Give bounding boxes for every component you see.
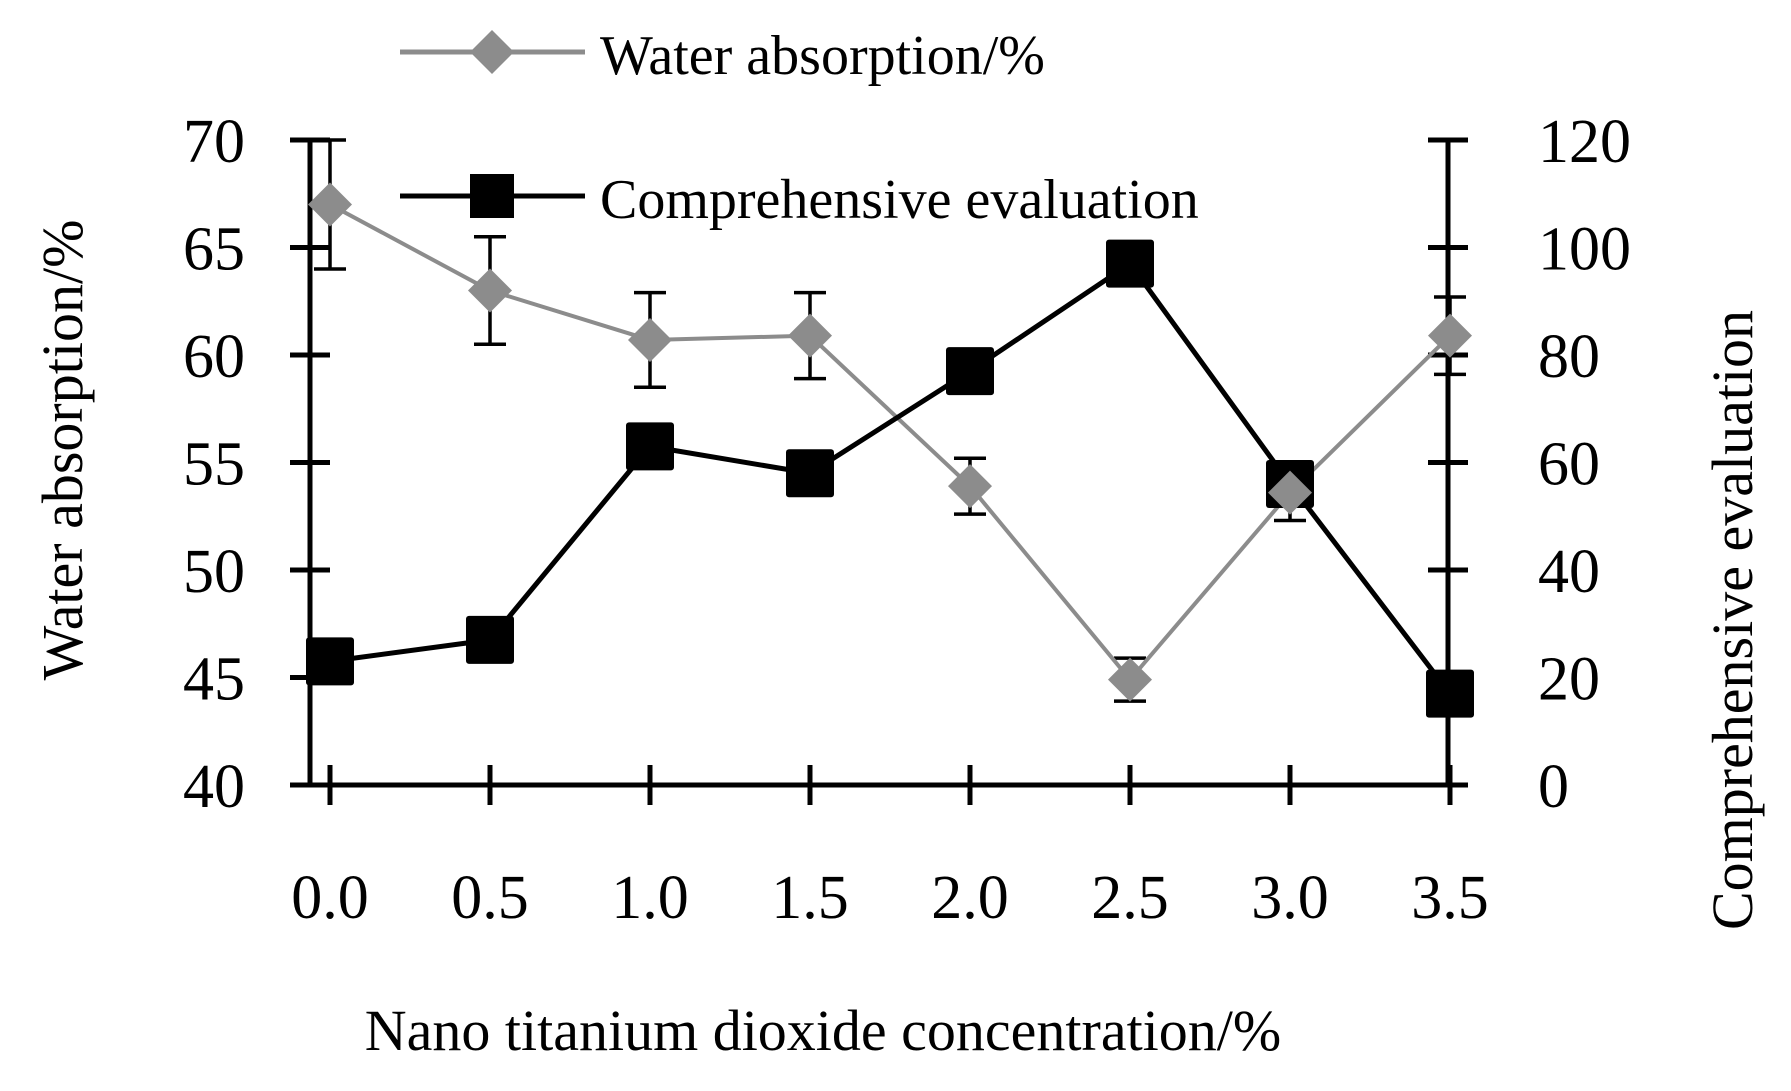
water-point (1268, 470, 1312, 515)
legend-comprehensive-label: Comprehensive evaluation (600, 169, 1199, 231)
left-axis-tick-label: 55 (183, 431, 245, 499)
x-axis-title: Nano titanium dioxide concentration/% (365, 998, 1281, 1063)
x-axis-tick-label: 3.0 (1251, 864, 1329, 932)
water-point (308, 182, 352, 227)
x-axis-tick-label: 3.5 (1411, 864, 1489, 932)
comprehensive-point (626, 422, 674, 471)
right-axis-tick-label: 100 (1538, 216, 1631, 284)
comprehensive-series-line (329, 260, 1452, 696)
left-axis-tick-label: 70 (183, 108, 245, 176)
left-y-axis: 40 45 50 55 60 65 70 (183, 108, 330, 821)
x-axis-tick-label: 1.0 (611, 864, 689, 932)
comprehensive-point (306, 637, 354, 686)
legend: Water absorption/% Comprehensive evaluat… (400, 25, 1199, 231)
left-axis-tick-label: 60 (183, 323, 245, 391)
left-y-axis-title: Water absorption/% (30, 220, 95, 681)
comprehensive-point (786, 449, 834, 498)
water-point (788, 313, 832, 358)
comprehensive-point (946, 347, 994, 396)
right-axis-tick-label: 80 (1538, 323, 1600, 391)
left-axis-tick-label: 40 (183, 753, 245, 821)
x-axis-tick-label: 0.5 (451, 864, 529, 932)
x-axis-tick-label: 2.0 (931, 864, 1009, 932)
right-axis-tick-label: 40 (1538, 538, 1600, 606)
right-axis-tick-label: 60 (1538, 431, 1600, 499)
water-point (1428, 313, 1472, 358)
left-axis-tick-label: 65 (183, 216, 245, 284)
comprehensive-point (1106, 239, 1154, 288)
right-axis-tick-label: 0 (1538, 753, 1569, 821)
x-axis-tick-label: 2.5 (1091, 864, 1169, 932)
right-y-axis: 0 20 40 60 80 100 120 (1428, 108, 1631, 821)
right-axis-tick-label: 120 (1538, 108, 1631, 176)
legend-comprehensive-square-icon (470, 174, 514, 218)
x-axis-tick-label: 1.5 (771, 864, 849, 932)
water-point (468, 268, 512, 313)
left-axis-tick-label: 45 (183, 646, 245, 714)
left-axis-tick-label: 50 (183, 538, 245, 606)
right-axis-tick-label: 20 (1538, 646, 1600, 714)
comprehensive-point (466, 615, 514, 664)
comprehensive-point (1426, 669, 1474, 718)
water-point (948, 464, 992, 509)
legend-water-label: Water absorption/% (600, 25, 1045, 87)
series-layer (306, 138, 1474, 718)
water-point (1108, 657, 1152, 702)
right-y-axis-title: Comprehensive evaluation (1700, 310, 1765, 930)
x-axis: 0.0 0.5 1.0 1.5 2.0 2.5 3.0 3.5 (291, 765, 1489, 932)
water-series-line (329, 202, 1452, 683)
water-point (628, 317, 672, 362)
x-axis-tick-label: 0.0 (291, 864, 369, 932)
legend-water-diamond-icon (470, 30, 514, 74)
